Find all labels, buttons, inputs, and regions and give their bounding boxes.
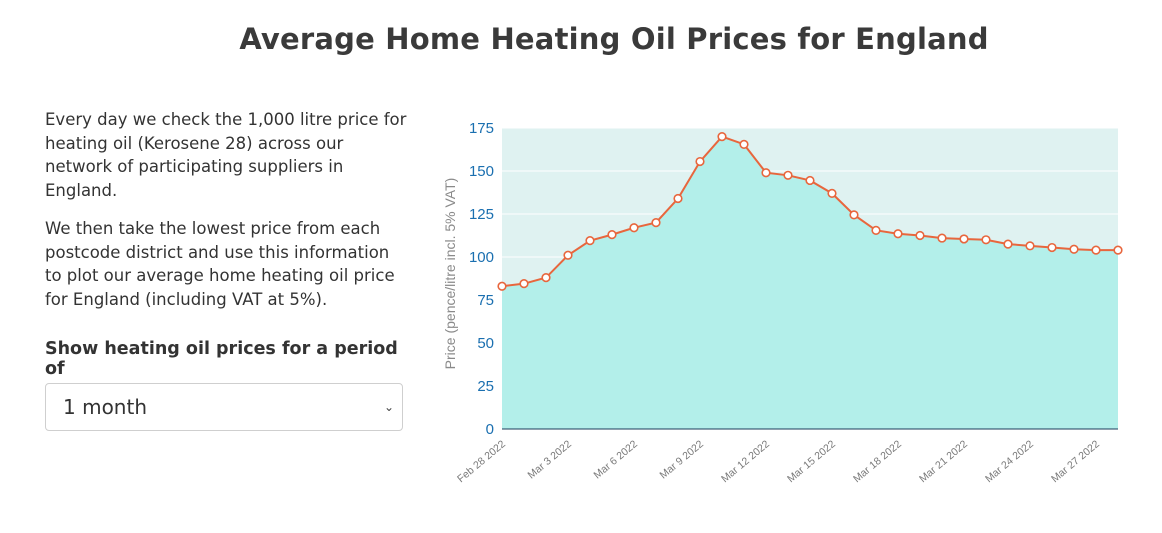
- data-point: [497, 281, 507, 291]
- y-tick-label: 150: [469, 163, 494, 180]
- price-chart: 0 25 50 75 100 125 150 175 Feb 28 2022 Mar 3 202…: [442, 120, 1123, 485]
- data-point: [893, 229, 903, 239]
- y-axis-label: Price (pence/litre incl. 5% VAT): [442, 178, 458, 370]
- data-point: [519, 279, 529, 289]
- data-point: [937, 233, 947, 243]
- x-tick-label: Mar 27 2022: [1049, 438, 1102, 485]
- x-tick-label: Mar 3 2022: [526, 438, 575, 481]
- price-points: [497, 131, 1123, 291]
- y-tick-label: 25: [477, 378, 494, 395]
- period-select[interactable]: 1 month ⌄: [45, 383, 403, 431]
- data-point: [695, 156, 705, 167]
- data-point: [651, 217, 661, 228]
- y-axis-ticks: 0 25 50 75 100 125 150 175: [469, 120, 494, 438]
- data-point: [607, 230, 617, 240]
- data-point: [563, 250, 573, 260]
- price-area: [502, 136, 1118, 429]
- data-point: [849, 210, 859, 220]
- page-title: Average Home Heating Oil Prices for Engl…: [239, 22, 989, 56]
- data-point: [541, 273, 551, 283]
- data-point: [915, 230, 925, 241]
- data-point: [1025, 241, 1035, 251]
- data-point: [673, 193, 683, 204]
- y-tick-label: 75: [477, 292, 494, 309]
- intro-column: Every day we check the 1,000 litre price…: [45, 108, 407, 431]
- intro-paragraph-2: We then take the lowest price from each …: [45, 219, 395, 309]
- data-point: [1003, 239, 1013, 249]
- x-tick-label: Feb 28 2022: [455, 438, 508, 485]
- data-point: [1069, 244, 1079, 254]
- data-point: [629, 223, 639, 233]
- chevron-down-icon: ⌄: [383, 400, 394, 414]
- data-point: [871, 225, 881, 235]
- y-tick-label: 100: [469, 249, 494, 266]
- x-tick-label: Mar 6 2022: [592, 438, 641, 481]
- y-tick-label: 125: [469, 206, 494, 223]
- y-tick-label: 0: [486, 421, 494, 438]
- data-point: [827, 188, 837, 198]
- x-tick-label: Mar 24 2022: [983, 438, 1036, 485]
- data-point: [783, 170, 793, 180]
- intro-paragraph-1: Every day we check the 1,000 litre price…: [45, 110, 407, 200]
- x-tick-label: Mar 9 2022: [658, 438, 707, 481]
- data-point: [805, 175, 815, 186]
- data-point: [739, 139, 749, 149]
- data-point: [981, 235, 991, 245]
- period-label: Show heating oil prices for a period of: [45, 339, 398, 379]
- x-axis-ticks: Feb 28 2022 Mar 3 2022 Mar 6 2022 Mar 9 202…: [455, 438, 1102, 485]
- data-point: [1047, 242, 1057, 253]
- data-point: [1113, 245, 1123, 255]
- data-point: [1091, 245, 1101, 255]
- x-tick-label: Mar 15 2022: [785, 438, 838, 485]
- data-point: [959, 234, 969, 244]
- period-select-value: 1 month: [63, 395, 147, 419]
- x-tick-label: Mar 18 2022: [851, 438, 904, 485]
- x-tick-label: Mar 21 2022: [917, 438, 970, 485]
- y-tick-label: 50: [477, 335, 494, 352]
- y-tick-label: 175: [469, 120, 494, 137]
- x-tick-label: Mar 12 2022: [719, 438, 772, 485]
- data-point: [761, 168, 771, 178]
- data-point: [717, 131, 727, 142]
- data-point: [585, 236, 595, 246]
